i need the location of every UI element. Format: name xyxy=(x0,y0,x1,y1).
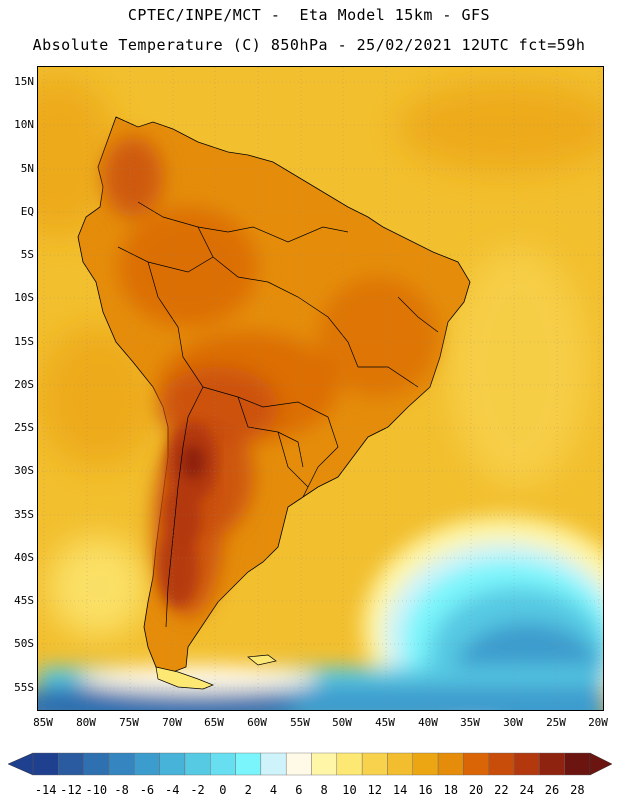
colorbar-tick-label: 28 xyxy=(570,783,585,797)
colorbar-swatch xyxy=(32,752,59,776)
colorbar-swatch xyxy=(336,752,363,776)
warm-ocean-field xyxy=(38,77,603,637)
colorbar-tick-label: 20 xyxy=(468,783,484,797)
lon-label: 65W xyxy=(204,716,224,729)
lat-label: EQ xyxy=(20,205,34,218)
colorbar-tick-label: 14 xyxy=(392,783,408,797)
colorbar-tick-label: 18 xyxy=(443,783,458,797)
colorbar-swatch xyxy=(488,752,515,776)
lon-label: 50W xyxy=(332,716,352,729)
lon-label: 55W xyxy=(290,716,310,729)
lat-label: 15S xyxy=(14,335,34,348)
temperature-map xyxy=(37,66,604,711)
colorbar-tick-label: -2 xyxy=(190,783,205,797)
colorbar-swatch xyxy=(235,752,262,776)
lon-label: 35W xyxy=(460,716,480,729)
lon-label: 25W xyxy=(546,716,566,729)
lat-label: 15N xyxy=(14,75,34,88)
colorbar-swatch xyxy=(83,752,110,776)
colorbar-tick-label: 2 xyxy=(244,783,252,797)
colorbar-swatch xyxy=(539,752,565,776)
lat-label: 10N xyxy=(14,118,34,131)
map-canvas xyxy=(38,67,603,710)
colorbar-swatch xyxy=(513,752,540,776)
colorbar-swatch xyxy=(463,752,489,776)
lat-label: 35S xyxy=(14,508,34,521)
colorbar-swatch xyxy=(285,752,312,776)
colorbar-tick-label: -6 xyxy=(139,783,155,797)
colorbar-tick-label: 22 xyxy=(494,783,509,797)
lat-label: 55S xyxy=(14,681,34,694)
colorbar-tick-label: 10 xyxy=(342,783,357,797)
lon-label: 85W xyxy=(33,716,53,729)
colorbar-tick-label: -12 xyxy=(60,783,82,797)
colorbar-swatch xyxy=(260,752,287,776)
colorbar-tick-label: -4 xyxy=(165,783,180,797)
colorbar-tick-label: -14 xyxy=(34,783,57,797)
lon-label: 40W xyxy=(418,716,438,729)
colorbar-swatch xyxy=(58,752,84,776)
colorbar-swatch xyxy=(159,752,186,776)
lon-label: 75W xyxy=(119,716,139,729)
lat-label: 5S xyxy=(20,248,34,261)
lon-label: 80W xyxy=(76,716,96,729)
colorbar-tick-label: 24 xyxy=(519,783,534,797)
colorbar-tick-label: 26 xyxy=(544,783,560,797)
country-borders xyxy=(117,201,439,628)
colorbar-swatch xyxy=(134,752,160,776)
colorbar-swatch xyxy=(210,752,236,776)
graticule xyxy=(38,67,603,710)
colorbar-tick-label: -10 xyxy=(85,783,108,797)
map-title-line2: Absolute Temperature (C) 850hPa - 25/02/… xyxy=(32,36,586,54)
colorbar-swatch xyxy=(311,752,338,776)
lon-label: 60W xyxy=(247,716,267,729)
colorbar-tick-label: 12 xyxy=(367,783,382,797)
colorbar-swatch xyxy=(184,752,211,776)
lat-label: 45S xyxy=(14,594,34,607)
lat-label: 25S xyxy=(14,421,34,434)
lon-label: 45W xyxy=(375,716,395,729)
lat-label: 10S xyxy=(14,291,34,304)
lat-label: 30S xyxy=(14,464,34,477)
colorbar-swatch xyxy=(108,752,135,776)
colorbar-tick-label: 16 xyxy=(418,783,433,797)
colorbar-swatch xyxy=(437,752,464,776)
cold-ocean-field xyxy=(38,517,603,710)
colorbar xyxy=(0,745,618,800)
colorbar-arrow-left xyxy=(7,752,34,776)
colorbar-strip xyxy=(7,752,613,776)
colorbar-tick-label: 4 xyxy=(269,783,278,797)
colorbar-arrow-right xyxy=(589,752,613,776)
lat-label: 50S xyxy=(14,637,34,650)
tierra-del-fuego xyxy=(155,654,277,690)
colorbar-tick-label: 6 xyxy=(295,783,303,797)
lon-label: 20W xyxy=(588,716,608,729)
colorbar-tick-label: -8 xyxy=(114,783,129,797)
lat-label: 5N xyxy=(20,162,34,175)
colorbar-swatch xyxy=(361,752,388,776)
colorbar-swatch xyxy=(412,752,439,776)
colorbar-swatch xyxy=(387,752,413,776)
lon-label: 30W xyxy=(503,716,523,729)
lat-label: 40S xyxy=(14,551,34,564)
colorbar-tick-label: 8 xyxy=(320,783,328,797)
map-title-line1: CPTEC/INPE/MCT - Eta Model 15km - GFS xyxy=(127,6,491,24)
colorbar-tick-label: 0 xyxy=(219,783,227,797)
colorbar-swatch xyxy=(564,752,591,776)
lat-label: 20S xyxy=(14,378,34,391)
lon-label: 70W xyxy=(162,716,182,729)
